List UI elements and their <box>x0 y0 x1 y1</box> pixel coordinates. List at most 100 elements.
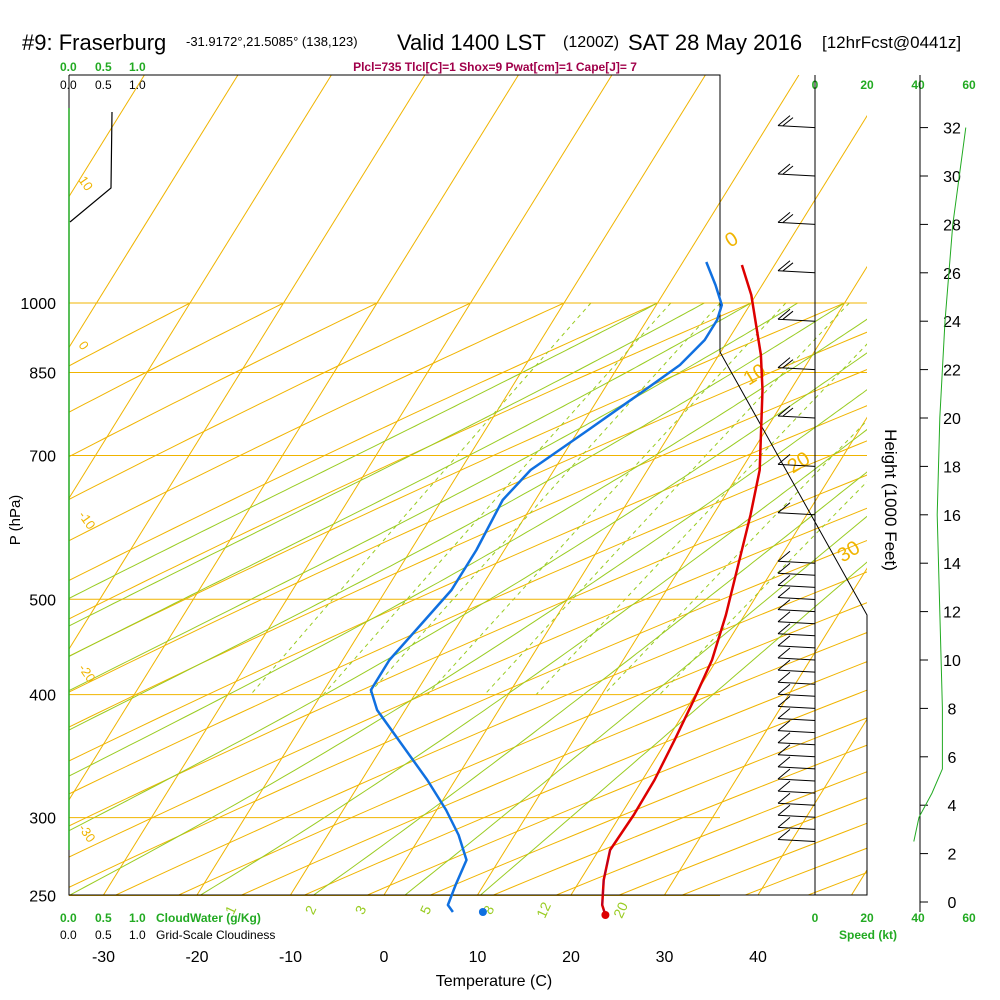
speed-scale-bottom: 0 20 40 60 Speed (kt) <box>812 911 976 942</box>
dry-adiabat-line <box>366 689 867 895</box>
wind-barb-shaft <box>777 730 816 734</box>
height-tick-22: 22 <box>943 363 961 380</box>
temperature-tick-40: 40 <box>749 949 767 966</box>
wind-barb-shaft <box>777 669 816 673</box>
wind-barb-flag <box>777 599 791 610</box>
wind-barb-flag <box>777 659 791 671</box>
isotherm-line <box>757 718 867 895</box>
wind-barb-flag <box>777 804 791 816</box>
isotherm-line <box>383 115 867 895</box>
valid-time: Valid 1400 LST <box>397 30 546 55</box>
dry-adiabat-line <box>69 440 867 795</box>
dry-adiabat-line <box>69 405 867 762</box>
moist-adiabat-line <box>199 428 867 895</box>
speed-outer-tick-top-2: 60 <box>962 78 976 92</box>
dry-adiabat-line <box>429 717 867 895</box>
wind-barb-flag <box>777 405 791 417</box>
isotherm-line <box>69 75 332 500</box>
cloudiness-tick-bottom-1: 0.5 <box>95 928 112 942</box>
moist-adiabat-line <box>404 515 867 895</box>
dry-adiabat-line <box>69 302 191 367</box>
pressure-tick-400: 400 <box>29 688 56 705</box>
grid-layer <box>69 75 867 896</box>
mixing-ratio-label: 12 <box>533 899 554 920</box>
wind-barb-flag <box>777 260 791 272</box>
wind-barb <box>777 623 816 637</box>
wind-barb-shaft <box>777 367 816 371</box>
wind-barb-flag <box>777 587 791 598</box>
height-tick-14: 14 <box>943 556 961 573</box>
wind-barb <box>777 115 816 129</box>
wind-barb-shaft <box>777 718 816 721</box>
speed-inner-tick-bottom-0: 0 <box>812 911 819 925</box>
wind-barb <box>777 720 816 734</box>
plot-frame <box>68 74 868 896</box>
temperature-tick--20: -20 <box>185 949 208 966</box>
wind-barb-flag <box>777 635 791 647</box>
moist-adiabat-line <box>69 302 845 731</box>
pressure-tick-850: 850 <box>29 365 56 382</box>
wind-barb-flag <box>777 562 791 574</box>
wind-barb <box>777 308 816 322</box>
wind-barb <box>777 708 816 721</box>
wind-barb-flag <box>777 817 791 828</box>
wind-barb <box>777 587 816 600</box>
speed-outer-tick-bottom-2: 60 <box>962 911 976 925</box>
pressure-tick-500: 500 <box>29 592 56 609</box>
wind-barb-flag <box>777 720 791 731</box>
height-tick-8: 8 <box>948 701 957 718</box>
wind-barb <box>777 744 816 758</box>
wind-barb-shaft <box>777 621 816 625</box>
dry-adiabat-line <box>69 331 867 693</box>
wind-barb-shaft <box>777 693 816 697</box>
frame-layer <box>68 74 921 912</box>
dry-adiabat-line <box>69 302 284 413</box>
pressure-tick-700: 700 <box>29 448 56 465</box>
wind-barb-flag <box>782 165 794 175</box>
wind-barb <box>777 780 816 794</box>
height-tick-28: 28 <box>943 217 961 234</box>
wind-barb-shaft <box>777 512 816 516</box>
cloudiness-profile <box>69 111 113 223</box>
wind-barb-shaft <box>777 802 816 806</box>
wind-barb-flag <box>777 502 791 514</box>
wind-barb-flag <box>782 117 794 126</box>
temperature-tick--30: -30 <box>92 949 115 966</box>
wind-barb-flag <box>777 454 791 465</box>
wind-barb-flag <box>777 671 791 683</box>
wind-barb <box>777 454 816 467</box>
station-title: #9: Fraserburg <box>22 30 166 55</box>
wind-barb <box>777 260 816 274</box>
wind-barb <box>777 212 816 225</box>
parcel-line <box>601 849 611 916</box>
wind-barb-shaft <box>777 221 816 225</box>
wind-barb-shaft <box>777 754 816 758</box>
speed-inner-tick-top-1: 20 <box>860 78 874 92</box>
wind-barb-flag <box>777 829 791 840</box>
wind-barb-flag <box>777 768 791 780</box>
wind-barb <box>777 550 816 564</box>
wind-barb-flag <box>782 214 794 223</box>
dewpoint-line <box>369 261 724 913</box>
wind-barb-flag <box>777 115 791 126</box>
wind-barb-flag <box>777 212 791 223</box>
temperature-tick-0: 0 <box>380 949 389 966</box>
wind-barb-shaft <box>777 839 816 842</box>
dry-adiabat-line <box>69 302 378 458</box>
wind-barb-shaft <box>777 633 816 637</box>
height-tick-0: 0 <box>948 895 957 912</box>
wind-barb <box>777 696 816 709</box>
wind-barb-shaft <box>777 645 816 649</box>
moist-adiabat-line <box>69 318 867 777</box>
wind-barb-flag <box>782 262 794 272</box>
wind-barb <box>777 683 816 697</box>
moist-adiabat-line <box>69 302 752 657</box>
wind-barb-shaft <box>777 125 816 129</box>
isotherm-line <box>69 75 426 650</box>
wind-barb-flag <box>777 696 791 707</box>
dry-adiabat-label: 10 <box>76 173 97 193</box>
dry-adiabat-line <box>177 602 867 895</box>
sounding-params: Plcl=735 Tlcl[C]=1 Shox=9 Pwat[cm]=1 Cap… <box>353 60 637 74</box>
speed-inner-tick-bottom-1: 20 <box>860 911 874 925</box>
moist-adiabat-line <box>69 302 799 692</box>
